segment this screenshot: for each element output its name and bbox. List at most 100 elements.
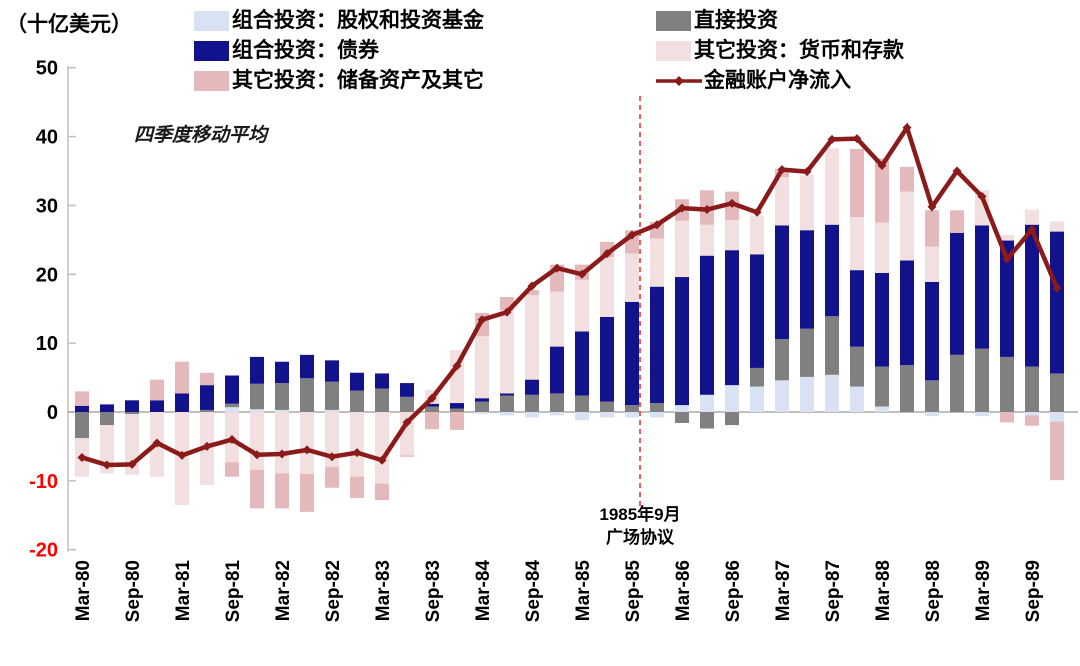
bar-segment-direct-investment xyxy=(75,412,89,439)
bar-segment-portfolio-equity xyxy=(825,374,839,412)
bar-segment-direct-investment xyxy=(475,401,489,412)
moving-average-note: 四季度移动平均 xyxy=(134,125,268,146)
bar-segment-other-reserve-assets xyxy=(150,379,164,401)
y-tick-label-20: 20 xyxy=(36,264,58,286)
bar-segment-portfolio-equity xyxy=(750,386,764,412)
bar-group-Jun-84 xyxy=(500,297,514,416)
bar-segment-other-reserve-assets xyxy=(925,210,939,247)
net-inflow-marker-Dec-87 xyxy=(852,134,862,144)
x-tick-label-Mar-82: Mar-82 xyxy=(273,560,294,621)
x-tick-label-Mar-88: Mar-88 xyxy=(873,560,894,621)
bar-segment-other-currency-deposits xyxy=(675,220,689,278)
net-inflow-marker-Jun-83 xyxy=(402,417,412,427)
net-inflow-marker-Sep-81 xyxy=(227,435,237,445)
bar-segment-direct-investment xyxy=(925,380,939,412)
bar-segment-other-reserve-assets xyxy=(1050,421,1064,481)
bar-segment-portfolio-equity xyxy=(1025,412,1039,416)
bar-group-Sep-85 xyxy=(625,230,639,418)
bar-group-Dec-84 xyxy=(550,264,564,416)
legend-label-portfolio-bonds: 组合投资：债券 xyxy=(232,39,379,62)
bar-segment-portfolio-bonds xyxy=(700,255,714,395)
bar-segment-other-currency-deposits xyxy=(375,412,389,484)
bar-segment-portfolio-equity xyxy=(800,376,814,412)
bar-segment-portfolio-bonds xyxy=(550,346,564,394)
x-tick-label-Sep-80: Sep-80 xyxy=(123,560,144,622)
bar-group-Jun-85 xyxy=(600,241,614,418)
net-inflow-marker-Dec-80 xyxy=(152,438,162,448)
bar-segment-portfolio-equity xyxy=(625,412,639,418)
bar-group-Mar-86 xyxy=(675,199,689,424)
bar-segment-other-currency-deposits xyxy=(725,219,739,251)
net-inflow-marker-Jun-82 xyxy=(302,445,312,455)
bar-segment-portfolio-equity xyxy=(325,409,339,412)
net-inflow-marker-Sep-88 xyxy=(927,202,937,212)
net-inflow-marker-Mar-89 xyxy=(977,191,987,201)
bar-segment-other-reserve-assets xyxy=(250,469,264,509)
bar-segment-portfolio-equity xyxy=(525,412,539,418)
bar-segment-other-reserve-assets xyxy=(425,412,439,430)
y-axis: 50 40 30 20 10 0 -10 -20 xyxy=(29,58,76,562)
bar-group-Mar-80 xyxy=(75,391,89,477)
bar-segment-other-currency-deposits xyxy=(475,336,489,399)
bar-segment-other-currency-deposits xyxy=(525,294,539,380)
bar-segment-other-currency-deposits xyxy=(925,246,939,282)
bar-segment-other-reserve-assets xyxy=(525,290,539,295)
bar-segment-portfolio-equity xyxy=(875,406,889,412)
bar-segment-direct-investment xyxy=(1025,366,1039,412)
bar-group-Jun-89 xyxy=(1000,235,1014,423)
bar-segment-direct-investment xyxy=(575,395,589,412)
bar-segment-portfolio-bonds xyxy=(375,373,389,389)
bar-segment-portfolio-bonds xyxy=(625,301,639,406)
bar-segment-direct-investment xyxy=(250,383,264,410)
bar-group-Jun-82 xyxy=(300,354,314,512)
bar-segment-portfolio-bonds xyxy=(75,405,89,412)
bar-segment-portfolio-bonds xyxy=(250,356,264,384)
bar-group-Mar-89 xyxy=(975,190,989,417)
legend-column-1: 组合投资：股权和投资基金 组合投资：债券 其它投资：储备资产及其它 xyxy=(194,6,484,96)
bar-segment-portfolio-equity xyxy=(575,412,589,421)
bar-segment-other-currency-deposits xyxy=(750,215,764,255)
bar-segment-direct-investment xyxy=(700,412,714,429)
annotation-event: 广场协议 xyxy=(606,528,674,547)
bar-segment-portfolio-bonds xyxy=(750,254,764,368)
bar-segment-portfolio-bonds xyxy=(1050,231,1064,374)
bar-segment-other-currency-deposits xyxy=(575,279,589,332)
bar-group-Sep-82 xyxy=(325,360,339,488)
bar-group-Dec-86 xyxy=(750,215,764,412)
bar-group-Jun-86 xyxy=(700,190,714,429)
bar-segment-direct-investment xyxy=(675,412,689,424)
bar-segment-direct-investment xyxy=(950,354,964,412)
bar-segment-direct-investment xyxy=(975,348,989,412)
y-tick-label-50: 50 xyxy=(36,58,58,80)
net-inflow-marker-Mar-83 xyxy=(377,455,387,465)
x-tick-label-Sep-87: Sep-87 xyxy=(823,560,844,622)
bar-segment-other-reserve-assets xyxy=(1000,412,1014,423)
bar-segment-direct-investment xyxy=(1050,373,1064,412)
bar-segment-other-currency-deposits xyxy=(1000,235,1014,241)
bar-segment-direct-investment xyxy=(425,406,439,412)
x-tick-label-Mar-86: Mar-86 xyxy=(673,560,694,621)
net-inflow-marker-Sep-83 xyxy=(427,393,437,403)
bar-segment-direct-investment xyxy=(775,339,789,381)
bar-segment-portfolio-bonds xyxy=(775,225,789,340)
bar-segment-portfolio-bonds xyxy=(450,403,464,409)
bar-segment-other-reserve-assets xyxy=(875,158,889,223)
net-inflow-line xyxy=(77,122,1062,470)
bar-segment-direct-investment xyxy=(600,401,614,412)
bar-segment-other-reserve-assets xyxy=(1025,415,1039,426)
bar-segment-portfolio-bonds xyxy=(1000,240,1014,357)
net-inflow-marker-Mar-81 xyxy=(177,450,187,460)
net-inflow-marker-Sep-84 xyxy=(527,281,537,291)
bar-segment-other-reserve-assets xyxy=(325,467,339,488)
legend-item-other-currency-deposits: 其它投资：货币和存款 xyxy=(656,36,904,66)
bar-segment-portfolio-bonds xyxy=(275,361,289,384)
x-tick-label-Sep-83: Sep-83 xyxy=(423,560,444,622)
bar-segment-other-currency-deposits xyxy=(350,412,364,477)
y-tick-label-0: 0 xyxy=(47,402,58,424)
bar-segment-other-currency-deposits xyxy=(275,412,289,474)
bar-segment-portfolio-bonds xyxy=(875,272,889,367)
bar-group-Mar-87 xyxy=(775,168,789,412)
bar-segment-direct-investment xyxy=(875,366,889,407)
bar-segment-direct-investment xyxy=(850,346,864,387)
